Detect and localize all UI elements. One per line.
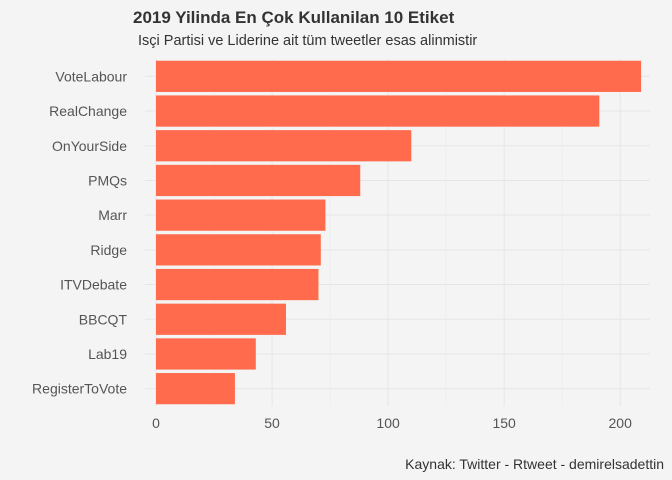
bar [156, 199, 326, 231]
bar [156, 130, 412, 162]
bars [156, 60, 642, 405]
bar [156, 164, 361, 197]
chart-title: 2019 Yilinda En Çok Kullanilan 10 Etiket [133, 8, 455, 27]
category-label: RegisterToVote [32, 381, 127, 397]
bar [156, 234, 321, 266]
bar [156, 303, 286, 335]
chart-caption: Kaynak: Twitter - Rtweet - demirelsadett… [405, 456, 664, 472]
category-label: RealChange [49, 103, 127, 119]
category-label: VoteLabour [55, 68, 127, 84]
x-tick-labels: 0 50 100 150 200 [152, 415, 632, 431]
category-label: Lab19 [88, 346, 127, 362]
chart-subtitle: Isçi Partisi ve Liderine ait tüm tweetle… [138, 33, 478, 49]
category-label: ITVDebate [60, 277, 127, 293]
bar [156, 95, 600, 127]
bar [156, 373, 235, 405]
x-tick-label: 50 [264, 415, 280, 431]
category-label: OnYourSide [52, 138, 127, 154]
bar [156, 268, 319, 301]
bar [156, 60, 642, 92]
bar [156, 338, 256, 370]
x-tick-label: 0 [152, 415, 160, 431]
category-label: BBCQT [79, 311, 128, 327]
category-label: Marr [98, 207, 127, 223]
category-labels: VoteLabour RealChange OnYourSide PMQs Marr Ri… [32, 68, 127, 396]
category-label: Ridge [90, 242, 127, 258]
x-tick-label: 150 [492, 415, 516, 431]
category-label: PMQs [88, 172, 127, 188]
x-tick-label: 100 [376, 415, 400, 431]
x-tick-label: 200 [609, 415, 633, 431]
